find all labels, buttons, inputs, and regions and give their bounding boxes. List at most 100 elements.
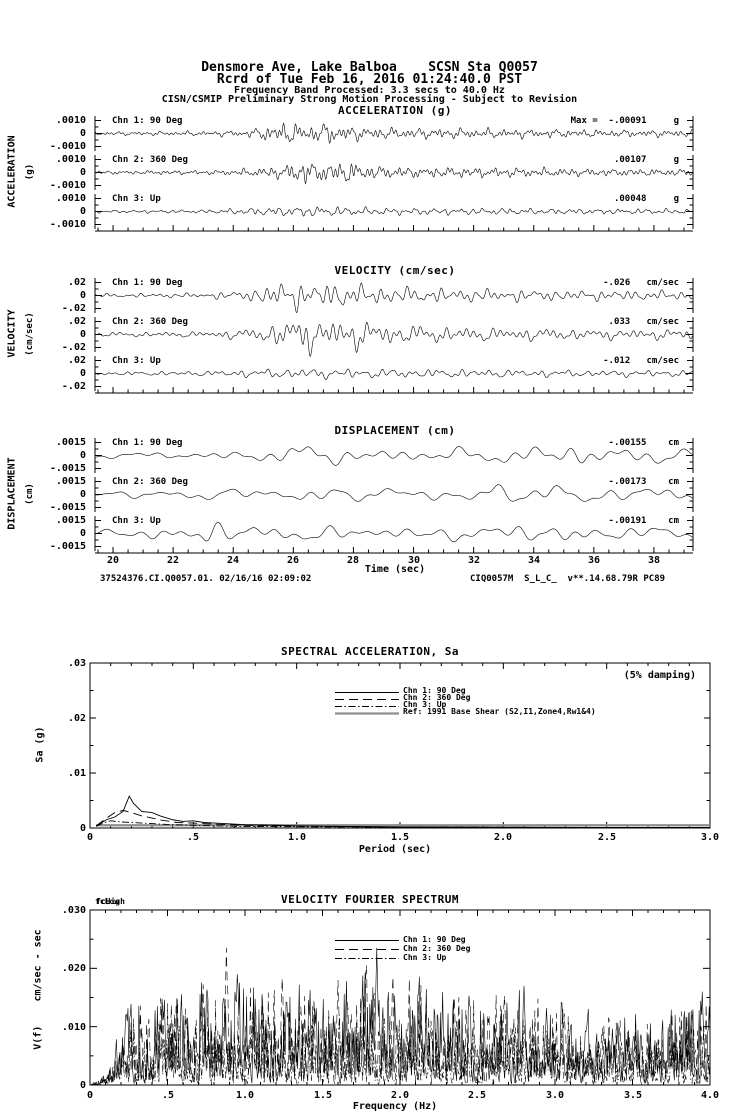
x-tick-label: 3.0 — [700, 832, 720, 843]
displacement-axis-label: DISPLACEMENT — [6, 457, 18, 530]
time-tick-label: 20 — [106, 555, 120, 566]
y-tick-label: -.0010 — [49, 219, 86, 230]
time-tick-label: 28 — [346, 555, 360, 566]
peak-value-annotation: -.012 cm/sec — [603, 356, 679, 366]
legend-entry: Chn 3: Up — [403, 953, 447, 962]
header-station-line: Densmore Ave, Lake Balboa SCSN Sta Q0057 — [201, 60, 538, 75]
legend-line-sample — [335, 692, 399, 693]
peak-value-annotation: -.00155 cm — [608, 438, 679, 448]
x-tick-label: 2.0 — [493, 832, 513, 843]
legend-line-sample — [335, 940, 399, 941]
x-tick-label: 0 — [86, 1090, 94, 1101]
y-tick-label: -.02 — [61, 381, 86, 392]
y-tick-label: -.0015 — [49, 541, 86, 552]
sa-chart-plot — [89, 662, 711, 829]
x-tick-label: 2.0 — [390, 1090, 410, 1101]
record-id-footer: 37524376.CI.Q0057.01. 02/16/16 02:09:02 — [100, 574, 312, 584]
x-tick-label: 3.5 — [623, 1090, 643, 1101]
y-tick-label: -.02 — [61, 303, 86, 314]
header-record-time-line: Rcrd of Tue Feb 16, 2016 01:24:40.0 PST — [216, 72, 523, 87]
legend-line-sample — [335, 949, 399, 950]
y-tick-label: -.0015 — [49, 463, 86, 474]
peak-value-annotation: .00048 g — [613, 194, 679, 204]
time-tick-label: 30 — [407, 555, 421, 566]
peak-value-annotation: .00107 g — [613, 155, 679, 165]
x-tick-label: 4.0 — [700, 1090, 720, 1101]
velocity-axis-unit: (cm/sec) — [25, 312, 35, 356]
y-tick-label: .02 — [67, 355, 86, 366]
legend-entry: Chn 1: 90 Deg — [403, 686, 466, 695]
peak-value-annotation: .033 cm/sec — [608, 317, 679, 327]
channel-label: Chn 1: 90 Deg — [112, 116, 183, 126]
time-tick-label: 36 — [587, 555, 601, 566]
peak-value-annotation: -.026 cm/sec — [603, 278, 679, 288]
displacement-waveform-plot — [94, 438, 694, 554]
header-frequency-band-line: Frequency Band Processed: 3.3 secs to 40… — [234, 85, 505, 96]
x-tick-label: 1.0 — [235, 1090, 255, 1101]
y-tick-label: .030 — [61, 905, 86, 916]
velocity-waveform-plot — [94, 278, 694, 394]
x-tick-label: 1.5 — [313, 1090, 333, 1101]
filter-corner-label-high: fcHigh — [96, 897, 125, 906]
y-tick-label: 0 — [79, 489, 86, 500]
y-tick-label: -.0010 — [49, 141, 86, 152]
velocity-axis-label: VELOCITY — [6, 309, 18, 358]
y-tick-label: 0 — [79, 368, 86, 379]
channel-label: Chn 2: 360 Deg — [112, 317, 188, 327]
peak-value-annotation: Max = -.00091 g — [570, 116, 679, 126]
filter-corner-label-low: fcLow — [95, 897, 120, 906]
fourier-chart-title: VELOCITY FOURIER SPECTRUM — [280, 893, 460, 906]
x-tick-label: 2.5 — [597, 832, 617, 843]
y-tick-label: -.0010 — [49, 180, 86, 191]
y-tick-label: .0015 — [55, 437, 86, 448]
velocity-panel-title: VELOCITY (cm/sec) — [334, 264, 456, 277]
processing-version-footer: CIQ0057M S_L_C_ v**.14.68.79R PC89 — [470, 574, 666, 584]
x-tick-label: .5 — [161, 1090, 175, 1101]
y-tick-label: .01 — [67, 768, 86, 779]
acceleration-panel-title: ACCELERATION (g) — [338, 104, 452, 117]
sa-chart-title: SPECTRAL ACCELERATION, Sa — [280, 645, 460, 658]
peak-value-annotation: -.00191 cm — [608, 516, 679, 526]
channel-label: Chn 3: Up — [112, 356, 161, 366]
y-tick-label: 0 — [79, 128, 86, 139]
displacement-axis-unit: (cm) — [25, 483, 35, 505]
y-tick-label: .010 — [61, 1022, 86, 1033]
y-tick-label: 0 — [79, 167, 86, 178]
channel-label: Chn 3: Up — [112, 194, 161, 204]
acceleration-axis-unit: (g) — [25, 163, 35, 181]
y-tick-label: .020 — [61, 963, 86, 974]
legend-entry: Chn 1: 90 Deg — [403, 935, 466, 944]
y-tick-label: .02 — [67, 277, 86, 288]
channel-label: Chn 2: 360 Deg — [112, 477, 188, 487]
x-tick-label: .5 — [186, 832, 200, 843]
legend-line-sample — [335, 699, 399, 700]
y-tick-label: 0 — [79, 1080, 86, 1091]
channel-label: Chn 1: 90 Deg — [112, 438, 183, 448]
y-tick-label: 0 — [79, 528, 86, 539]
y-tick-label: .02 — [67, 316, 86, 327]
sa-y-axis-label: Sa (g) — [34, 726, 46, 763]
y-tick-label: .0015 — [55, 515, 86, 526]
y-tick-label: .02 — [67, 713, 86, 724]
time-tick-label: 38 — [647, 555, 661, 566]
x-tick-label: 2.5 — [467, 1090, 487, 1101]
legend-entry: Chn 2: 360 Deg — [403, 693, 471, 702]
fourier-x-axis-label: Frequency (Hz) — [352, 1101, 438, 1112]
displacement-panel-title: DISPLACEMENT (cm) — [334, 424, 456, 437]
time-tick-label: 24 — [226, 555, 240, 566]
time-tick-label: 26 — [286, 555, 300, 566]
y-tick-label: -.0015 — [49, 502, 86, 513]
y-tick-label: 0 — [79, 823, 86, 834]
y-tick-label: 0 — [79, 329, 86, 340]
sa-x-axis-label: Period (sec) — [358, 844, 432, 855]
y-tick-label: .0015 — [55, 476, 86, 487]
time-tick-label: 34 — [527, 555, 541, 566]
x-tick-label: 1.5 — [390, 832, 410, 843]
fourier-y-axis-label: V(f) cm/sec - sec — [32, 929, 44, 1050]
peak-value-annotation: -.00173 cm — [608, 477, 679, 487]
acceleration-axis-label: ACCELERATION — [6, 135, 18, 208]
x-tick-label: 0 — [86, 832, 94, 843]
time-tick-label: 32 — [467, 555, 481, 566]
legend-entry: Ref: 1991 Base Shear (S2,I1,Zone4,Rw1&4) — [403, 707, 596, 716]
